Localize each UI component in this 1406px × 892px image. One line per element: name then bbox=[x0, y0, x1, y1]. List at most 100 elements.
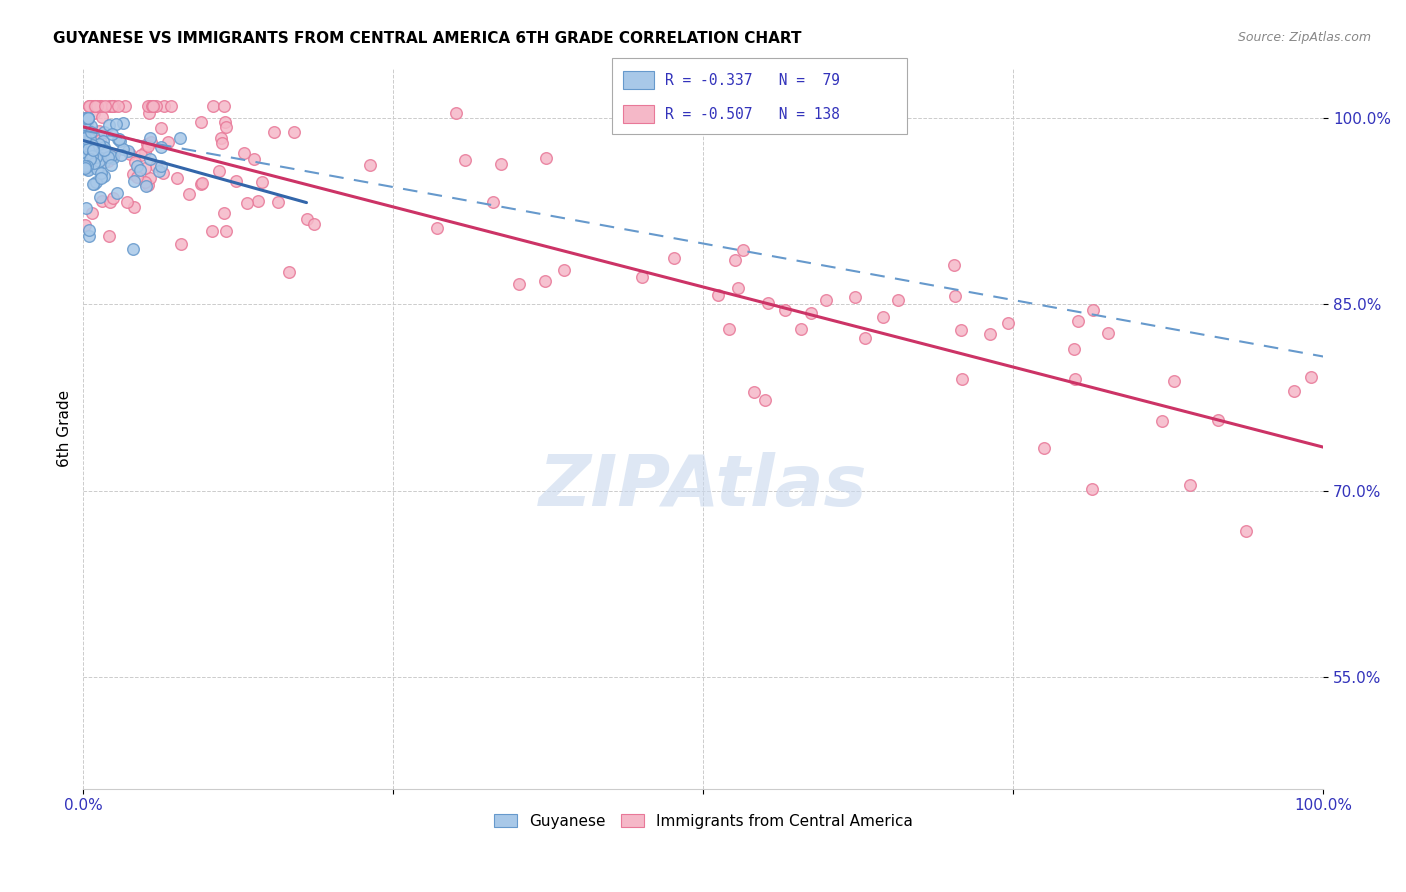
Guyanese bbox=[80, 154, 103, 169]
Immigrants from Central America bbox=[157, 135, 180, 149]
Immigrants from Central America bbox=[489, 157, 512, 171]
Guyanese bbox=[89, 146, 111, 161]
Immigrants from Central America bbox=[1067, 314, 1090, 328]
Guyanese bbox=[80, 148, 103, 162]
Immigrants from Central America bbox=[1301, 369, 1323, 384]
Immigrants from Central America bbox=[508, 277, 530, 291]
Y-axis label: 6th Grade: 6th Grade bbox=[58, 390, 72, 467]
Guyanese bbox=[84, 176, 107, 190]
Guyanese bbox=[77, 135, 100, 149]
Immigrants from Central America bbox=[191, 176, 214, 190]
Guyanese bbox=[90, 166, 112, 180]
Guyanese bbox=[150, 140, 173, 154]
Immigrants from Central America bbox=[844, 290, 866, 304]
Immigrants from Central America bbox=[77, 99, 100, 113]
Guyanese bbox=[80, 149, 103, 163]
Immigrants from Central America bbox=[124, 154, 146, 169]
Guyanese bbox=[83, 177, 105, 191]
Immigrants from Central America bbox=[103, 191, 125, 205]
Guyanese bbox=[89, 154, 111, 169]
Immigrants from Central America bbox=[98, 194, 121, 209]
Immigrants from Central America bbox=[209, 131, 232, 145]
Immigrants from Central America bbox=[215, 120, 238, 135]
Immigrants from Central America bbox=[115, 195, 138, 210]
Immigrants from Central America bbox=[141, 99, 163, 113]
Immigrants from Central America bbox=[267, 194, 290, 209]
Immigrants from Central America bbox=[190, 177, 212, 191]
Immigrants from Central America bbox=[235, 195, 257, 210]
Immigrants from Central America bbox=[90, 194, 112, 209]
Guyanese bbox=[107, 132, 129, 146]
Immigrants from Central America bbox=[454, 153, 477, 168]
Immigrants from Central America bbox=[142, 99, 165, 113]
Immigrants from Central America bbox=[1234, 524, 1257, 538]
Immigrants from Central America bbox=[225, 174, 247, 188]
Guyanese bbox=[90, 170, 112, 185]
Guyanese bbox=[76, 161, 98, 176]
Immigrants from Central America bbox=[534, 274, 557, 288]
Immigrants from Central America bbox=[800, 306, 823, 320]
Guyanese bbox=[76, 162, 98, 177]
Guyanese bbox=[79, 223, 101, 237]
Immigrants from Central America bbox=[152, 166, 174, 180]
Immigrants from Central America bbox=[201, 224, 224, 238]
Immigrants from Central America bbox=[122, 200, 145, 214]
Guyanese bbox=[93, 143, 115, 157]
Immigrants from Central America bbox=[252, 175, 274, 189]
Immigrants from Central America bbox=[724, 253, 747, 268]
Immigrants from Central America bbox=[120, 147, 142, 161]
Immigrants from Central America bbox=[1282, 384, 1305, 399]
Immigrants from Central America bbox=[79, 99, 101, 113]
Immigrants from Central America bbox=[979, 326, 1001, 341]
Immigrants from Central America bbox=[89, 133, 111, 147]
Guyanese bbox=[93, 140, 115, 154]
Immigrants from Central America bbox=[134, 161, 156, 175]
Text: R = -0.337   N =  79: R = -0.337 N = 79 bbox=[665, 73, 839, 87]
Guyanese bbox=[101, 152, 124, 166]
Guyanese bbox=[73, 111, 96, 125]
Immigrants from Central America bbox=[214, 206, 236, 220]
Immigrants from Central America bbox=[93, 149, 115, 163]
Immigrants from Central America bbox=[426, 220, 449, 235]
Immigrants from Central America bbox=[73, 111, 96, 125]
Guyanese bbox=[77, 142, 100, 156]
Guyanese bbox=[79, 152, 101, 166]
Immigrants from Central America bbox=[136, 99, 159, 113]
Immigrants from Central America bbox=[139, 171, 162, 186]
Guyanese bbox=[73, 120, 96, 134]
Immigrants from Central America bbox=[139, 99, 162, 113]
Immigrants from Central America bbox=[630, 269, 652, 284]
Guyanese bbox=[75, 150, 97, 164]
Guyanese bbox=[82, 144, 104, 158]
Guyanese bbox=[112, 116, 135, 130]
Immigrants from Central America bbox=[1064, 372, 1087, 386]
Text: GUYANESE VS IMMIGRANTS FROM CENTRAL AMERICA 6TH GRADE CORRELATION CHART: GUYANESE VS IMMIGRANTS FROM CENTRAL AMER… bbox=[53, 31, 801, 46]
Immigrants from Central America bbox=[1178, 478, 1201, 492]
Immigrants from Central America bbox=[79, 126, 101, 140]
Immigrants from Central America bbox=[83, 99, 105, 113]
Guyanese bbox=[148, 164, 170, 178]
Guyanese bbox=[80, 120, 103, 134]
Immigrants from Central America bbox=[139, 135, 162, 149]
Guyanese bbox=[75, 156, 97, 170]
Immigrants from Central America bbox=[152, 99, 174, 113]
Guyanese bbox=[96, 150, 118, 164]
Immigrants from Central America bbox=[73, 218, 96, 232]
Guyanese bbox=[76, 159, 98, 173]
Guyanese bbox=[87, 136, 110, 151]
Immigrants from Central America bbox=[170, 237, 193, 252]
Immigrants from Central America bbox=[107, 99, 129, 113]
Immigrants from Central America bbox=[97, 153, 120, 168]
Guyanese bbox=[129, 163, 152, 178]
Immigrants from Central America bbox=[145, 99, 167, 113]
Text: R = -0.507   N = 138: R = -0.507 N = 138 bbox=[665, 107, 839, 121]
Immigrants from Central America bbox=[1032, 441, 1054, 455]
Immigrants from Central America bbox=[91, 111, 114, 125]
Guyanese bbox=[108, 134, 131, 148]
Guyanese bbox=[100, 158, 122, 172]
Immigrants from Central America bbox=[98, 99, 121, 113]
Guyanese bbox=[93, 125, 115, 139]
Guyanese bbox=[75, 201, 97, 215]
Immigrants from Central America bbox=[214, 99, 236, 113]
Immigrants from Central America bbox=[534, 152, 557, 166]
